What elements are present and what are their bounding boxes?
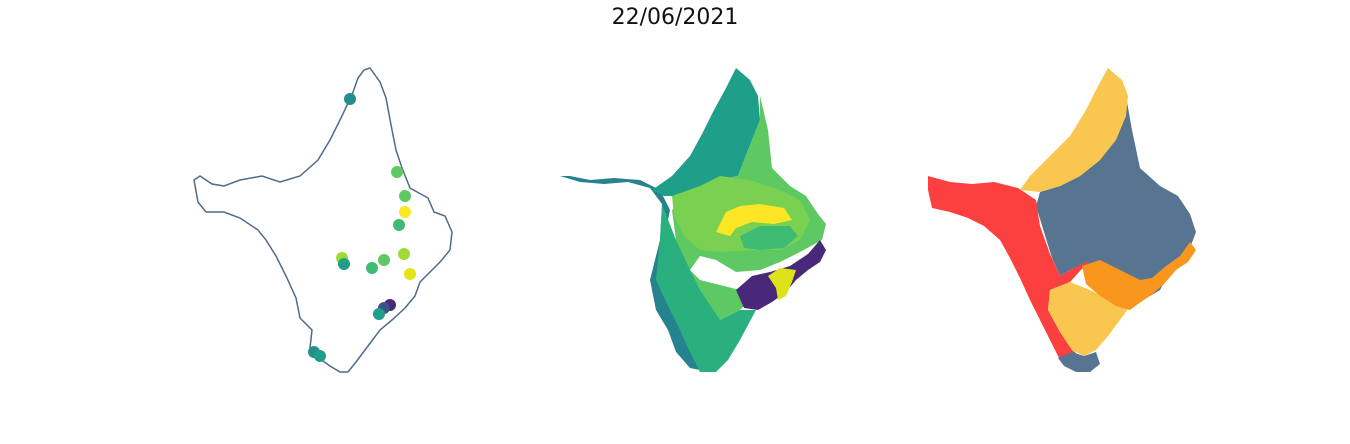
station-point <box>344 93 356 105</box>
station-point <box>393 219 405 231</box>
zone-west-red <box>928 176 1090 360</box>
station-point <box>338 258 350 270</box>
zone-southeast-orange <box>1082 242 1196 310</box>
station-point <box>404 268 416 280</box>
region-south <box>656 204 756 372</box>
region-outline <box>193 67 453 373</box>
region-southeast-yellow <box>768 268 796 300</box>
zone-north-yellow <box>1020 68 1128 192</box>
station-point <box>366 262 378 274</box>
region-west <box>560 176 704 370</box>
figure-title: 22/06/2021 <box>611 5 739 30</box>
station-point <box>399 190 411 202</box>
station-point <box>373 308 385 320</box>
station-point <box>378 254 390 266</box>
interpolation-regions <box>560 68 826 372</box>
zone-south-slate <box>1058 352 1100 372</box>
region-north <box>652 68 760 196</box>
station-point <box>391 166 403 178</box>
station-point <box>314 350 326 362</box>
station-point <box>399 206 411 218</box>
region-central-yellow <box>716 204 792 236</box>
station-point <box>398 248 410 260</box>
zone-northeast <box>1036 96 1196 296</box>
region-central-mid <box>740 226 798 250</box>
zone-regions <box>928 68 1196 372</box>
